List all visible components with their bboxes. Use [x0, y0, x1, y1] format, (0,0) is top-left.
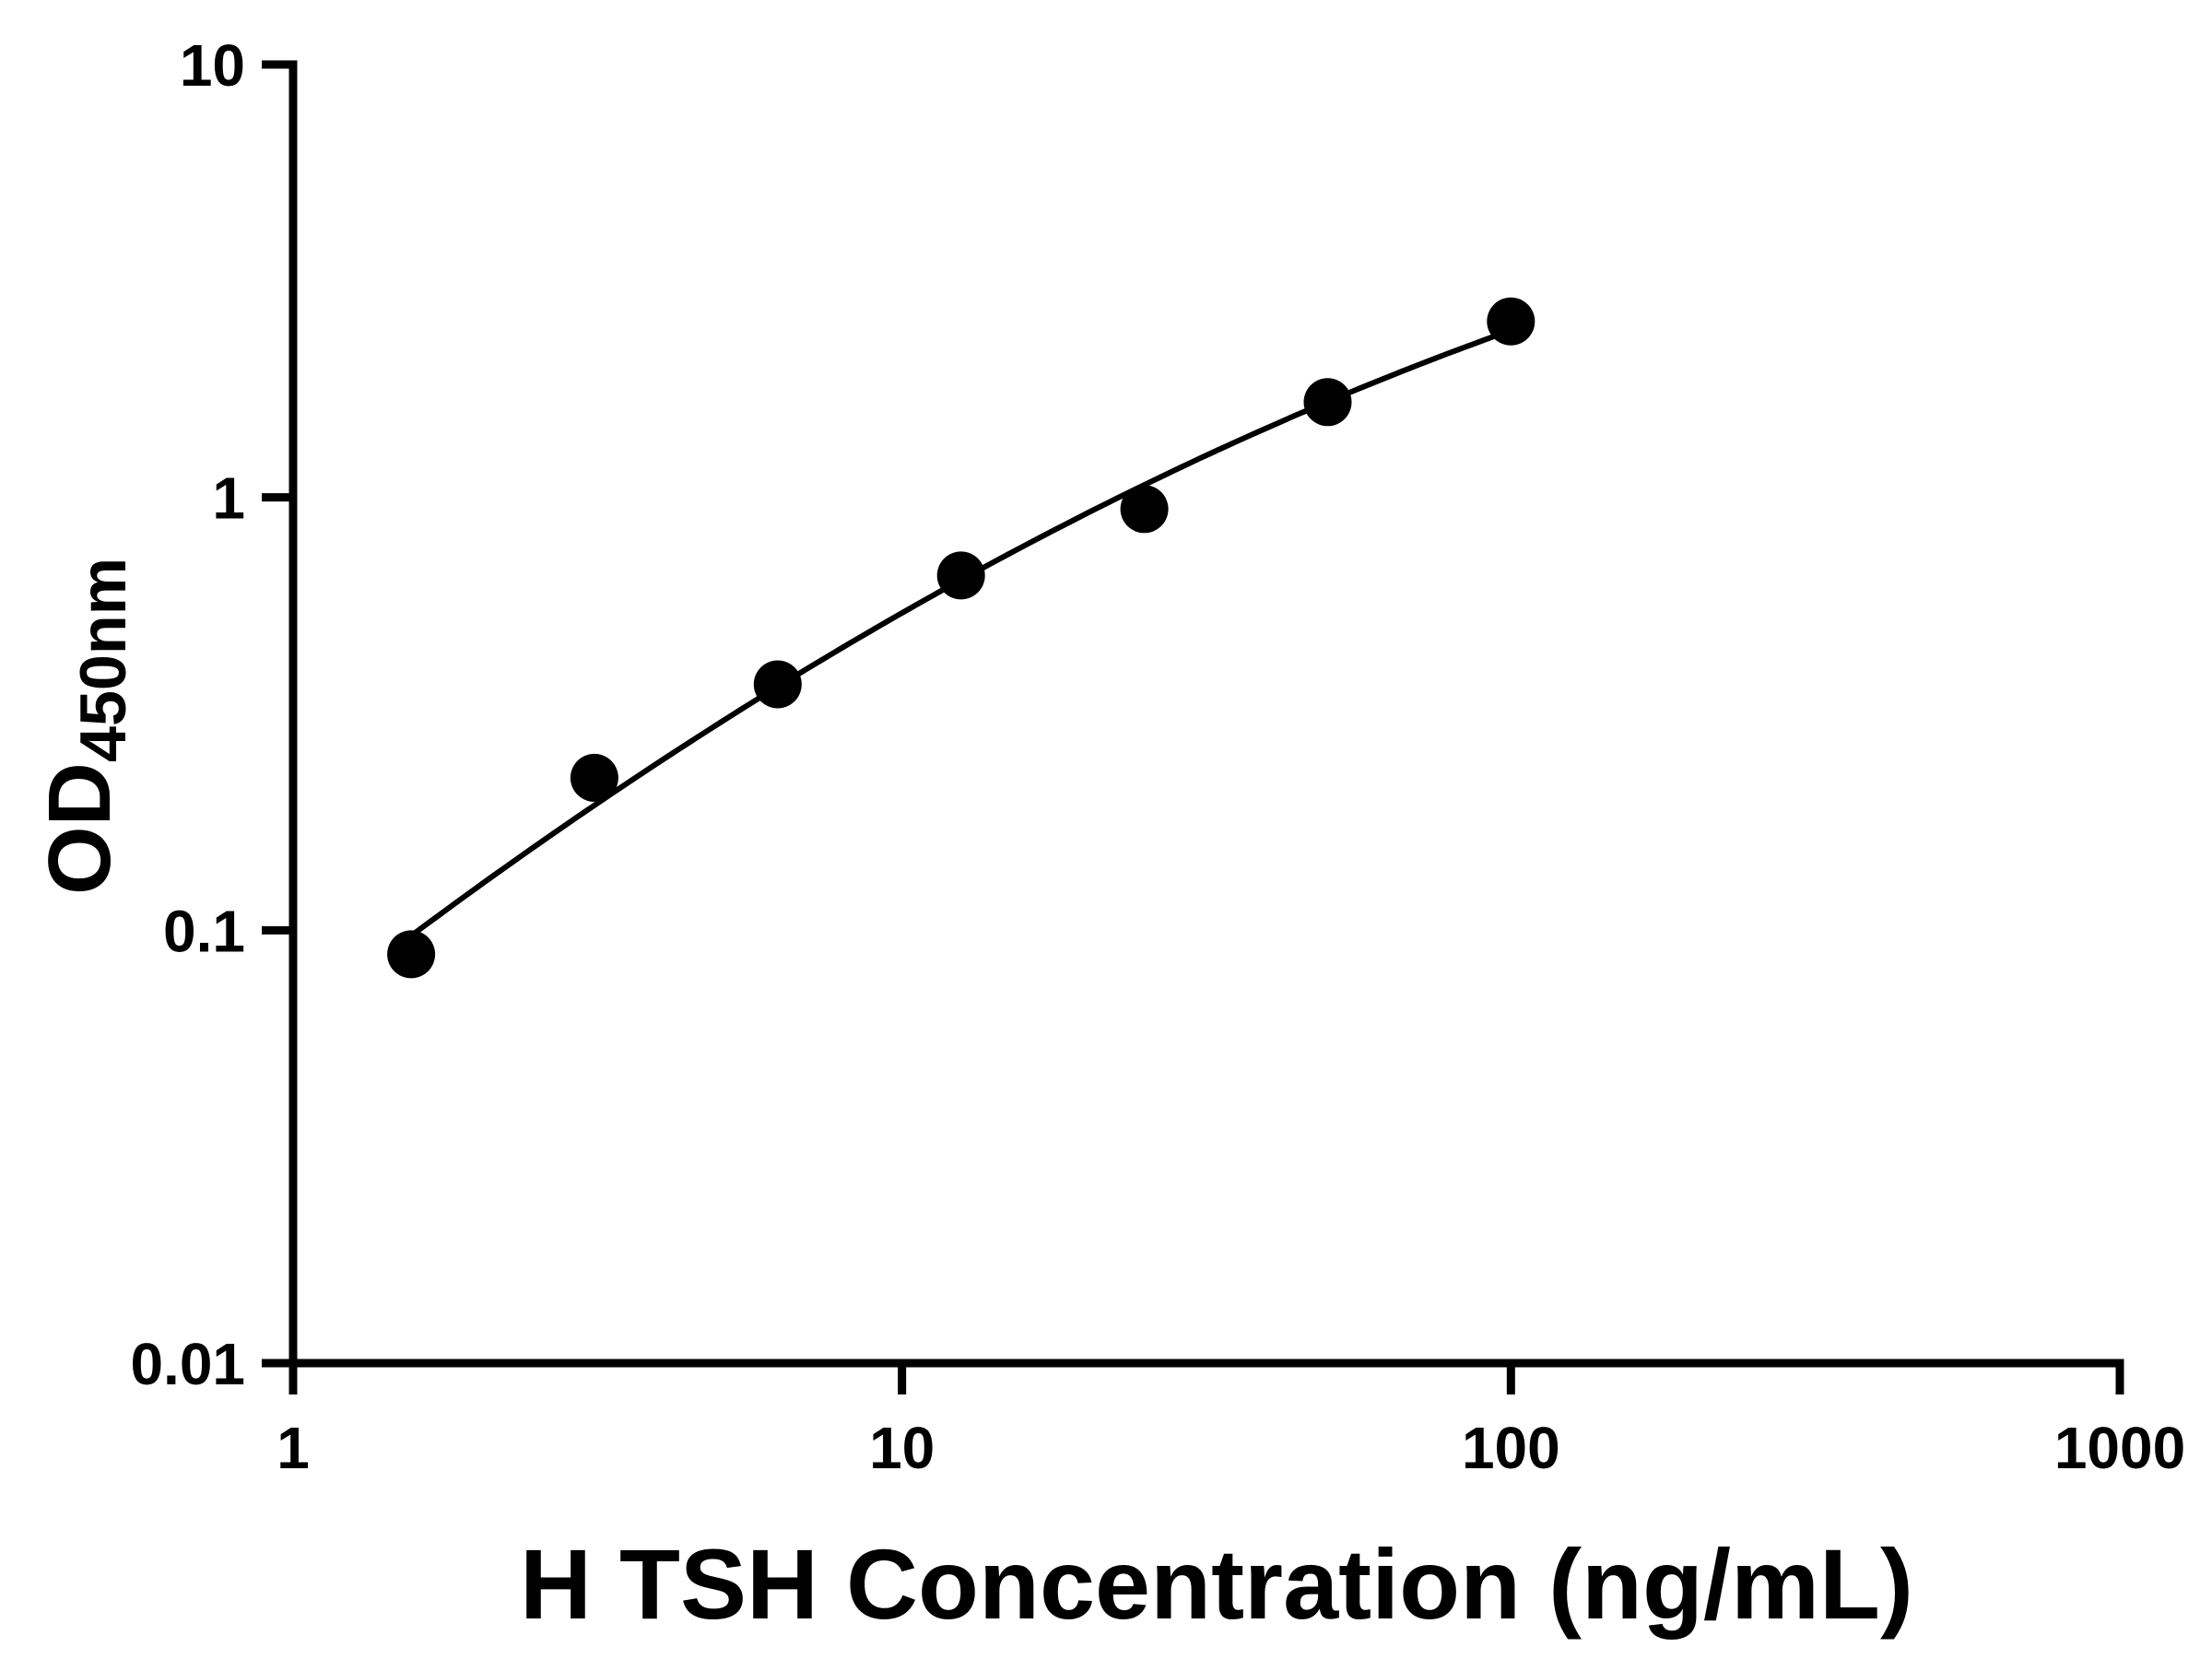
y-axis-title-main: OD — [30, 762, 130, 896]
data-point-marker — [570, 753, 618, 802]
y-axis-title-subscript: 450nm — [66, 557, 139, 763]
data-point-marker — [936, 551, 985, 600]
data-point-marker — [387, 930, 436, 979]
x-axis-tick-label: 1000 — [2054, 1415, 2185, 1481]
y-axis-tick-label: 0.01 — [130, 1331, 245, 1397]
data-point-marker — [1303, 378, 1352, 427]
data-point-marker — [753, 660, 802, 709]
x-axis-title: H TSH Concentration (ng/mL) — [520, 1528, 1913, 1640]
y-axis-tick-label: 1 — [212, 465, 245, 532]
y-axis-tick-label: 10 — [180, 32, 245, 99]
y-axis-tick-label: 0.1 — [163, 898, 245, 964]
x-axis-tick-label: 10 — [869, 1415, 935, 1481]
x-axis-tick-label: 100 — [1462, 1415, 1560, 1481]
fitted-standard-curve-line — [409, 327, 1512, 938]
x-axis-tick-label: 1 — [276, 1415, 310, 1481]
data-point-marker — [1120, 485, 1169, 534]
y-axis-title: OD450nm — [30, 558, 139, 895]
data-point-marker — [1487, 297, 1535, 346]
axis-spines — [288, 60, 2124, 1368]
